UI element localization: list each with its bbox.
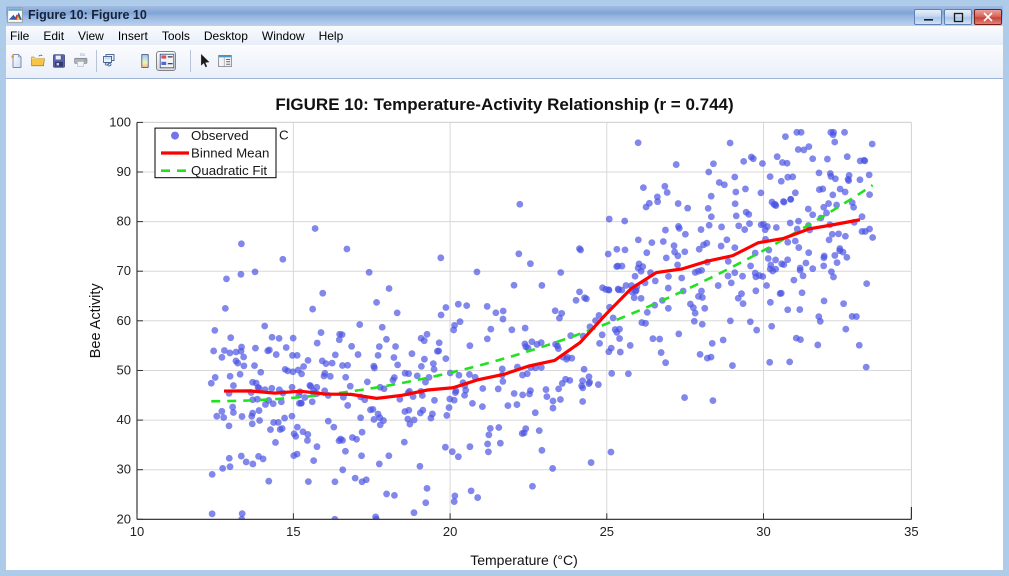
svg-text:30: 30 [117, 462, 131, 477]
svg-text:Observed: Observed [191, 128, 249, 143]
svg-text:80: 80 [117, 214, 131, 229]
svg-text:60: 60 [117, 313, 131, 328]
svg-text:Temperature (°C): Temperature (°C) [470, 552, 578, 568]
svg-text:90: 90 [117, 164, 131, 179]
svg-text:30: 30 [756, 524, 770, 539]
svg-text:70: 70 [117, 263, 131, 278]
svg-text:C: C [279, 128, 289, 143]
svg-text:20: 20 [443, 524, 457, 539]
svg-text:Binned Mean: Binned Mean [191, 146, 269, 161]
svg-text:Bee Activity: Bee Activity [88, 283, 104, 359]
svg-text:15: 15 [286, 524, 300, 539]
svg-text:25: 25 [600, 524, 614, 539]
svg-text:100: 100 [109, 114, 131, 129]
svg-text:35: 35 [904, 524, 918, 539]
svg-text:50: 50 [117, 363, 131, 378]
svg-text:Quadratic Fit: Quadratic Fit [191, 163, 267, 178]
svg-text:40: 40 [117, 412, 131, 427]
svg-text:10: 10 [130, 524, 144, 539]
